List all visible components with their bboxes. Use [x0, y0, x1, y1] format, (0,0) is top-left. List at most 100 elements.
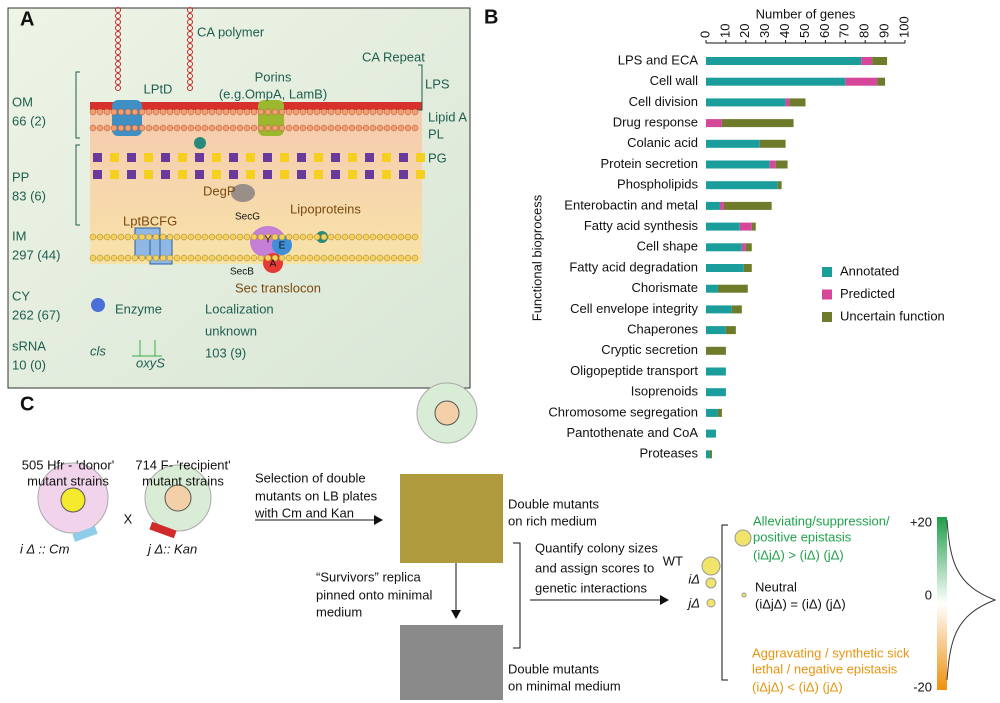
- lipid-head: [341, 233, 349, 241]
- ca-bead: [115, 67, 121, 73]
- double-mutant-chromosome: [434, 400, 460, 426]
- j-colony: [706, 598, 716, 608]
- label: genetic interactions: [535, 580, 648, 595]
- lipid-head: [166, 124, 174, 132]
- category-label: LPS and ECA: [618, 52, 699, 67]
- lipid-head: [152, 233, 160, 241]
- lipid-head: [299, 233, 307, 241]
- lipid-head: [327, 124, 335, 132]
- bar-segment: [706, 429, 716, 438]
- lipid-head: [369, 254, 377, 262]
- bar-segment: [706, 284, 718, 293]
- brackets: [75, 64, 423, 226]
- label: PP: [12, 169, 29, 184]
- label: sRNA: [12, 338, 46, 353]
- panel-b: B Number of genes 0 10 20 30 40 50 60 70 80 90 100 Fu…: [484, 6, 945, 460]
- lipid-head: [180, 108, 188, 116]
- lipid-head: [271, 124, 279, 132]
- label: OM: [12, 94, 33, 109]
- lipid-head: [194, 108, 202, 116]
- label: Alleviating/suppression/: [753, 513, 890, 528]
- lipid-head: [229, 233, 237, 241]
- category-label: Enterobactin and metal: [564, 197, 698, 212]
- category-label: Protein secretion: [600, 156, 698, 171]
- lipid-head: [299, 124, 307, 132]
- donor-chromosome: [60, 487, 86, 513]
- pg-unit: [416, 170, 425, 179]
- bar-segment: [706, 243, 742, 252]
- pg-unit: [331, 153, 340, 162]
- lipid-head: [173, 254, 181, 262]
- bar-segment: [706, 367, 726, 376]
- lipid-head: [110, 124, 118, 132]
- lipid-head: [138, 233, 146, 241]
- bar-segment: [872, 57, 888, 65]
- x-tick-label: 20: [737, 24, 752, 38]
- category-label: Fatty acid synthesis: [584, 218, 699, 233]
- lipid-head: [390, 108, 398, 116]
- lipid-head: [397, 254, 405, 262]
- lipid-head: [404, 254, 412, 262]
- bar-segment: [741, 243, 746, 252]
- label: SecG: [235, 212, 260, 223]
- legend-label: Predicted: [840, 286, 895, 301]
- lipid-head: [215, 108, 223, 116]
- lipid-head: [348, 254, 356, 262]
- rich-plate: [400, 474, 503, 563]
- lipid-head: [390, 233, 398, 241]
- pg-unit: [110, 153, 119, 162]
- lipid-head: [348, 108, 356, 116]
- lipid-head: [362, 108, 370, 116]
- lipid-head: [117, 233, 125, 241]
- lipid-head: [166, 233, 174, 241]
- lipid-head: [201, 233, 209, 241]
- label: on rich medium: [508, 513, 597, 528]
- ca-bead: [115, 43, 121, 49]
- lipid-head: [278, 233, 286, 241]
- lipid-head: [334, 254, 342, 262]
- lipid-head: [376, 108, 384, 116]
- label: X: [124, 511, 133, 526]
- lipid-head: [208, 254, 216, 262]
- lipid-head: [201, 108, 209, 116]
- label: LPtD: [144, 81, 173, 96]
- lipid-head: [264, 124, 272, 132]
- pg-unit: [144, 153, 153, 162]
- lipid-head: [131, 108, 139, 116]
- degp-icon: [231, 184, 255, 202]
- lipid-head: [257, 233, 265, 241]
- lipid-head: [306, 233, 314, 241]
- lipid-head: [376, 124, 384, 132]
- lipid-head: [334, 124, 342, 132]
- lipid-head: [117, 108, 125, 116]
- category-label: Cell shape: [637, 239, 698, 254]
- label: on minimal medium: [508, 678, 621, 693]
- label: (e.g.OmpA, LamB): [219, 86, 327, 101]
- lipid-head: [89, 124, 97, 132]
- lipid-head: [250, 108, 258, 116]
- legend-label: Uncertain function: [840, 308, 945, 323]
- cm-marker: [72, 526, 98, 542]
- label: Lipid A: [428, 109, 467, 124]
- ca-bead: [115, 49, 121, 55]
- pg-unit: [178, 153, 187, 162]
- pg-unit: [382, 153, 391, 162]
- lipid-head: [152, 108, 160, 116]
- pg-unit: [280, 170, 289, 179]
- label: jΔ: [686, 595, 700, 610]
- ca-bead: [187, 25, 193, 31]
- ca-bead: [115, 31, 121, 37]
- lipid-head: [334, 233, 342, 241]
- lipid-head: [229, 108, 237, 116]
- lipid-head: [236, 124, 244, 132]
- label: j Δ:: Kan: [146, 541, 197, 556]
- category-label: Pantothenate and CoA: [566, 425, 698, 440]
- bar-segment: [706, 346, 726, 355]
- label: Enzyme: [115, 301, 162, 316]
- x-tick-label: 80: [857, 24, 872, 38]
- lipid-head: [110, 233, 118, 241]
- pg-unit: [178, 170, 187, 179]
- enzyme-icon: [91, 298, 105, 312]
- lipid-head: [306, 254, 314, 262]
- label: LptBCFG: [123, 213, 177, 228]
